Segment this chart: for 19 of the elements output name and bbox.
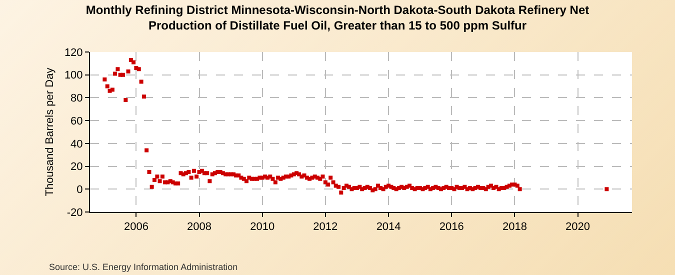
y-tick-label: 60	[70, 115, 83, 128]
x-tick-label: 2018	[502, 221, 527, 234]
y-tick-label: 40	[70, 138, 83, 150]
y-tick-label: -20	[66, 206, 83, 219]
y-tick-label: 80	[70, 92, 83, 105]
x-tick-label: 2010	[250, 221, 275, 234]
source-note: Source: U.S. Energy Information Administration	[49, 262, 238, 272]
x-tick-label: 2006	[124, 221, 148, 234]
y-tick-label: 20	[70, 161, 83, 174]
y-tick-label: 0	[76, 184, 83, 196]
y-tick-label: 100	[64, 70, 83, 82]
chart-title: Monthly Refining District Minnesota-Wisconsin-North Dakota-South Dakota Refinery Net Production of Distillate Fuel Oil, Greater than 15 to 500 ppm Sulfur	[86, 2, 590, 32]
y-tick-label: 120	[64, 46, 83, 59]
x-tick-label: 2008	[187, 221, 212, 234]
x-tick-label: 2016	[439, 221, 464, 234]
x-tick-label: 2012	[313, 221, 338, 234]
x-tick-label: 2020	[566, 221, 590, 234]
y-axis-title: Thousand Barrels per Day	[44, 67, 56, 196]
x-tick-label: 2014	[376, 221, 401, 234]
